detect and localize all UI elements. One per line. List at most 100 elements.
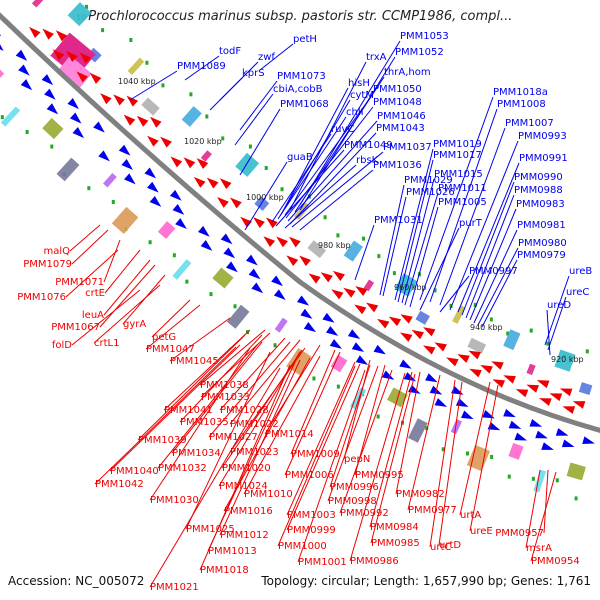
gene-label-forward[interactable]: PMM1007	[505, 118, 554, 129]
gene-label-forward[interactable]: ureC	[566, 287, 589, 298]
gene-label-forward[interactable]: PMM1036	[373, 160, 422, 171]
gene-label-reverse[interactable]: pepN	[344, 454, 370, 465]
gene-label-reverse[interactable]: PMM1038	[200, 380, 249, 391]
gene-label-forward[interactable]: PMM0997	[469, 266, 518, 277]
gene-label-reverse[interactable]: leuA	[82, 310, 104, 321]
gene-label-forward[interactable]: PMM1015	[434, 169, 483, 180]
gene-label-forward[interactable]: cbiA,cobB	[273, 84, 323, 95]
gene-label-reverse[interactable]: PMM1001	[298, 557, 347, 568]
gene-label-reverse[interactable]: PMM1014	[265, 429, 314, 440]
gene-label-reverse[interactable]: PMM1021	[150, 582, 199, 593]
gene-label-reverse[interactable]: PMM0957	[495, 528, 544, 539]
gene-label-forward[interactable]: ureB	[569, 266, 592, 277]
gene-label-reverse[interactable]: PMM1042	[95, 479, 144, 490]
gene-label-forward[interactable]: PMM1049	[344, 140, 393, 151]
gene-label-reverse[interactable]: PMM1034	[172, 448, 221, 459]
gene-label-forward[interactable]: PMM1005	[438, 197, 487, 208]
gene-label-reverse[interactable]: PMM0985	[371, 538, 420, 549]
gene-label-reverse[interactable]: PMM1020	[222, 463, 271, 474]
gene-label-forward[interactable]: ruvC	[331, 124, 354, 135]
gene-label-reverse[interactable]: PMM1000	[278, 541, 327, 552]
gene-label-forward[interactable]: PMM0979	[517, 250, 566, 261]
gene-label-forward[interactable]: PMM1073	[277, 71, 326, 82]
gene-label-forward[interactable]: PMM1008	[497, 99, 546, 110]
gene-label-forward[interactable]: PMM1052	[395, 47, 444, 58]
gene-label-reverse[interactable]: PMM1033	[201, 392, 250, 403]
gene-label-reverse[interactable]: folD	[52, 340, 72, 351]
gene-label-reverse[interactable]: PMM1018	[200, 565, 249, 576]
gene-label-forward[interactable]: PMM0991	[519, 153, 568, 164]
gene-label-forward[interactable]: PMM1018a	[493, 87, 548, 98]
gene-label-forward[interactable]: todF	[219, 46, 241, 57]
gene-label-reverse[interactable]: PMM1009	[291, 449, 340, 460]
gene-label-forward[interactable]: kprS	[242, 68, 265, 79]
gene-label-reverse[interactable]: PMM1016	[224, 506, 273, 517]
gene-label-reverse[interactable]: PMM1022	[230, 419, 279, 430]
gene-label-reverse[interactable]: PMM1024	[219, 481, 268, 492]
gene-label-forward[interactable]: PMM1011	[438, 183, 487, 194]
gene-label-reverse[interactable]: crtL1	[94, 338, 119, 349]
gene-label-reverse[interactable]: PMM1032	[158, 463, 207, 474]
gene-label-reverse[interactable]: PMM1039	[138, 435, 187, 446]
gene-label-forward[interactable]: guaB	[287, 152, 313, 163]
gene-label-reverse[interactable]: PMM1071	[55, 277, 104, 288]
gene-label-forward[interactable]: purT	[459, 218, 483, 229]
gene-label-reverse[interactable]: urtA	[460, 510, 481, 521]
gene-label-forward[interactable]: PMM0988	[514, 185, 563, 196]
gene-label-reverse[interactable]: PMM0999	[287, 525, 336, 536]
gene-label-forward[interactable]: ureD	[547, 300, 571, 311]
gene-label-forward[interactable]: PMM0980	[518, 238, 567, 249]
gene-label-forward[interactable]: PMM1026	[406, 187, 455, 198]
gene-label-reverse[interactable]: PMM1025	[186, 524, 235, 535]
gene-label-forward[interactable]: PMM1017	[433, 150, 482, 161]
gene-label-forward[interactable]: trxA	[366, 52, 387, 63]
gene-label-forward[interactable]: PMM1048	[373, 97, 422, 108]
gene-label-reverse[interactable]: petG	[152, 332, 176, 343]
gene-label-forward[interactable]: PMM0993	[518, 131, 567, 142]
gene-label-forward[interactable]: PMM1019	[433, 139, 482, 150]
gene-label-reverse[interactable]: PMM1027	[209, 432, 258, 443]
gene-label-reverse[interactable]: PMM1035	[180, 417, 229, 428]
gene-label-reverse[interactable]: PMM1041	[164, 405, 213, 416]
gene-label-forward[interactable]: PMM1031	[374, 215, 423, 226]
gene-label-reverse[interactable]: PMM1047	[146, 344, 195, 355]
gene-label-reverse[interactable]: PMM1076	[17, 292, 66, 303]
gene-label-forward[interactable]: PMM1089	[177, 61, 226, 72]
gene-label-reverse[interactable]: PMM1013	[208, 546, 257, 557]
gene-label-reverse[interactable]: msrA	[526, 543, 552, 554]
gene-label-reverse[interactable]: PMM1003	[287, 510, 336, 521]
gene-label-reverse[interactable]: PMM1030	[150, 495, 199, 506]
gene-label-forward[interactable]: PMM1050	[373, 84, 422, 95]
gene-label-forward[interactable]: PMM0990	[514, 172, 563, 183]
gene-label-reverse[interactable]: ureE	[470, 526, 493, 537]
gene-label-reverse[interactable]: PMM0982	[396, 489, 445, 500]
gene-label-forward[interactable]: thrA,hom	[384, 67, 431, 78]
gene-label-reverse[interactable]: PMM0986	[350, 556, 399, 567]
gene-label-reverse[interactable]: PMM1067	[51, 322, 100, 333]
gene-label-forward[interactable]: petH	[293, 34, 317, 45]
gene-label-forward[interactable]: PMM1068	[280, 99, 329, 110]
gene-label-forward[interactable]: PMM1029	[404, 175, 453, 186]
gene-label-reverse[interactable]: PMM1012	[220, 530, 269, 541]
gene-label-forward[interactable]: PMM1053	[400, 31, 449, 42]
gene-label-reverse[interactable]: PMM1028	[220, 405, 269, 416]
gene-label-reverse[interactable]: gyrA	[123, 319, 146, 330]
gene-label-reverse[interactable]: PMM1045	[170, 356, 219, 367]
gene-label-forward[interactable]: cytM	[350, 90, 374, 101]
gene-label-reverse[interactable]: PMM0977	[408, 505, 457, 516]
gene-label-reverse[interactable]: PMM1006	[285, 470, 334, 481]
gene-label-reverse[interactable]: PMM1023	[230, 447, 279, 458]
gene-label-forward[interactable]: zwf	[258, 52, 275, 63]
gene-label-reverse[interactable]: PMM0954	[531, 556, 580, 567]
gene-label-reverse[interactable]: malQ	[43, 246, 70, 257]
gene-label-forward[interactable]: PMM0983	[516, 199, 565, 210]
gene-label-forward[interactable]: chlI	[346, 107, 364, 118]
gene-label-forward[interactable]: rbsK	[356, 155, 379, 166]
gene-label-reverse[interactable]: crtE	[85, 288, 105, 299]
gene-label-reverse[interactable]: PMM0992	[340, 508, 389, 519]
gene-label-reverse[interactable]: PMM0984	[370, 522, 419, 533]
gene-label-reverse[interactable]: urtC	[430, 542, 451, 553]
gene-label-forward[interactable]: PMM1043	[376, 123, 425, 134]
gene-label-reverse[interactable]: PMM0995	[355, 470, 404, 481]
gene-label-forward[interactable]: hisH	[348, 78, 370, 89]
